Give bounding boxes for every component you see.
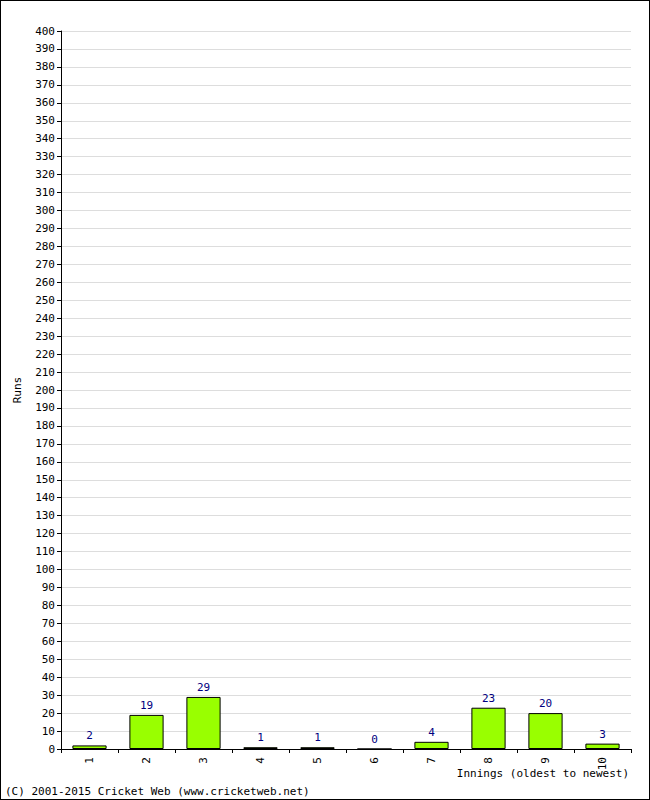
- svg-text:170: 170: [35, 437, 55, 450]
- svg-text:0: 0: [371, 733, 378, 746]
- svg-text:4: 4: [254, 757, 267, 764]
- svg-text:330: 330: [35, 150, 55, 163]
- svg-text:230: 230: [35, 330, 55, 343]
- svg-text:50: 50: [42, 653, 55, 666]
- svg-text:1: 1: [83, 757, 96, 764]
- svg-text:23: 23: [482, 692, 495, 705]
- svg-text:0: 0: [48, 743, 55, 756]
- svg-text:240: 240: [35, 312, 55, 325]
- svg-text:40: 40: [42, 671, 55, 684]
- svg-text:350: 350: [35, 114, 55, 127]
- svg-text:3: 3: [197, 757, 210, 764]
- svg-text:70: 70: [42, 617, 55, 630]
- svg-text:30: 30: [42, 689, 55, 702]
- svg-text:190: 190: [35, 401, 55, 414]
- svg-text:4: 4: [428, 726, 435, 739]
- svg-text:20: 20: [42, 707, 55, 720]
- svg-text:250: 250: [35, 294, 55, 307]
- svg-text:29: 29: [197, 681, 210, 694]
- svg-text:200: 200: [35, 384, 55, 397]
- svg-text:210: 210: [35, 366, 55, 379]
- svg-text:80: 80: [42, 599, 55, 612]
- svg-text:140: 140: [35, 491, 55, 504]
- svg-text:100: 100: [35, 563, 55, 576]
- svg-text:10: 10: [596, 757, 609, 770]
- svg-text:8: 8: [482, 757, 495, 764]
- svg-text:7: 7: [425, 757, 438, 764]
- svg-text:2: 2: [86, 729, 93, 742]
- svg-text:360: 360: [35, 96, 55, 109]
- svg-text:280: 280: [35, 240, 55, 253]
- svg-text:6: 6: [368, 757, 381, 764]
- svg-text:5: 5: [311, 757, 324, 764]
- svg-text:Runs: Runs: [11, 377, 24, 404]
- svg-text:390: 390: [35, 42, 55, 55]
- svg-text:9: 9: [539, 757, 552, 764]
- svg-text:290: 290: [35, 222, 55, 235]
- svg-text:300: 300: [35, 204, 55, 217]
- svg-text:370: 370: [35, 78, 55, 91]
- svg-text:120: 120: [35, 527, 55, 540]
- svg-text:1: 1: [314, 731, 321, 744]
- svg-text:Innings (oldest to newest): Innings (oldest to newest): [456, 767, 629, 780]
- svg-text:130: 130: [35, 509, 55, 522]
- svg-text:380: 380: [35, 60, 55, 73]
- svg-text:1: 1: [257, 731, 264, 744]
- svg-text:90: 90: [42, 581, 55, 594]
- svg-text:150: 150: [35, 473, 55, 486]
- svg-text:20: 20: [539, 697, 552, 710]
- svg-text:10: 10: [42, 725, 55, 738]
- svg-text:260: 260: [35, 276, 55, 289]
- svg-text:320: 320: [35, 168, 55, 181]
- svg-text:60: 60: [42, 635, 55, 648]
- svg-text:(C) 2001-2015 Cricket Web (www: (C) 2001-2015 Cricket Web (www.cricketwe…: [5, 785, 310, 798]
- svg-text:2: 2: [140, 757, 153, 764]
- svg-text:220: 220: [35, 348, 55, 361]
- svg-text:19: 19: [140, 699, 153, 712]
- svg-text:160: 160: [35, 455, 55, 468]
- svg-text:3: 3: [599, 728, 606, 741]
- svg-text:110: 110: [35, 545, 55, 558]
- svg-text:180: 180: [35, 419, 55, 432]
- svg-text:340: 340: [35, 132, 55, 145]
- svg-text:310: 310: [35, 186, 55, 199]
- svg-text:270: 270: [35, 258, 55, 271]
- svg-text:400: 400: [35, 25, 55, 38]
